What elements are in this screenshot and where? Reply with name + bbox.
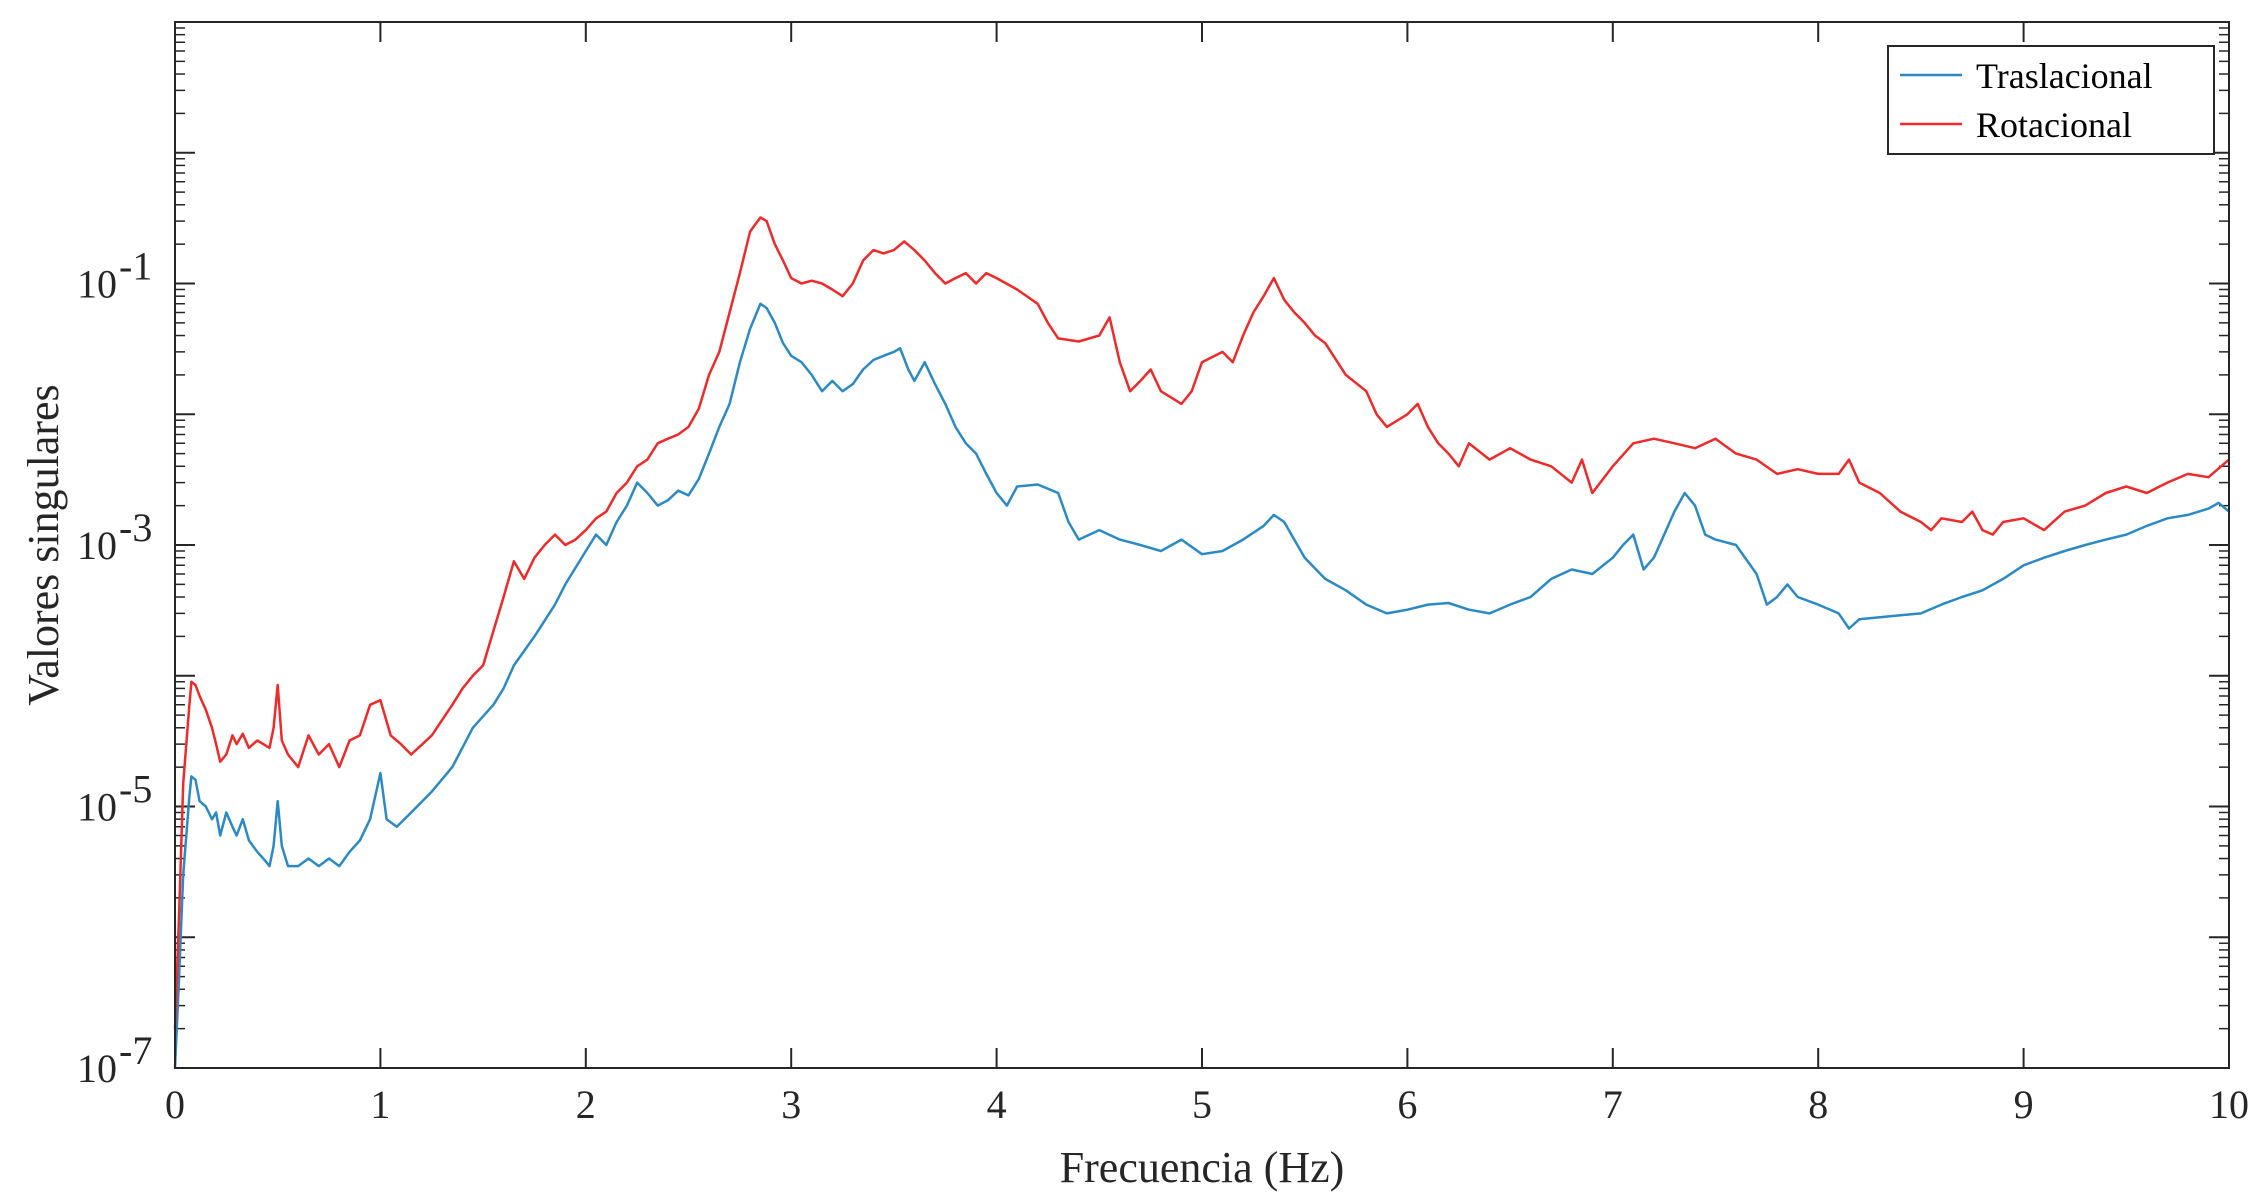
y-tick-labels: 10-710-510-310-1 bbox=[77, 244, 152, 1092]
legend-box bbox=[1887, 45, 2215, 155]
x-tick-label: 3 bbox=[781, 1082, 801, 1127]
x-tick-labels: 0 1 2 3 4 5 6 7 8 9 10 bbox=[165, 1082, 2249, 1127]
x-tick-label: 6 bbox=[1397, 1082, 1417, 1127]
y-tick-label: 10 -5 bbox=[77, 767, 152, 830]
x-tick-label: 4 bbox=[987, 1082, 1007, 1127]
legend: Traslacional Rotacional bbox=[1887, 45, 2215, 155]
x-tick-label: 2 bbox=[576, 1082, 596, 1127]
svg-text:10: 10 bbox=[77, 1046, 117, 1091]
svg-text:10: 10 bbox=[77, 523, 117, 568]
plot-frame bbox=[174, 21, 2230, 1069]
series-line-rotacional bbox=[173, 216, 2230, 1029]
x-tick-label: 1 bbox=[370, 1082, 390, 1127]
x-tick-label: 7 bbox=[1603, 1082, 1623, 1127]
series-lines bbox=[173, 216, 2230, 1069]
legend-entry-rotacional: Rotacional bbox=[1976, 105, 2132, 145]
y-tick-label: 10 -1 bbox=[77, 244, 152, 307]
x-tick-label: 5 bbox=[1192, 1082, 1212, 1127]
svg-text:10: 10 bbox=[77, 785, 117, 830]
svg-text:10: 10 bbox=[77, 262, 117, 307]
svg-text:-3: -3 bbox=[119, 505, 152, 550]
svg-text:-1: -1 bbox=[119, 244, 152, 289]
plot-area bbox=[175, 22, 2229, 1068]
x-tick-label: 8 bbox=[1808, 1082, 1828, 1127]
y-tick-label: 10 -7 bbox=[77, 1028, 152, 1091]
x-tick-label: 9 bbox=[2014, 1082, 2034, 1127]
y-tick-label: 10 -3 bbox=[77, 505, 152, 568]
svg-text:-7: -7 bbox=[119, 1028, 152, 1073]
y-axis-label: Valores singulares bbox=[19, 384, 68, 705]
x-tick-label: 10 bbox=[2209, 1082, 2249, 1127]
series-line-traslacional bbox=[173, 302, 2230, 1069]
x-axis-label: Frecuencia (Hz) bbox=[1060, 1143, 1345, 1192]
svg-text:-5: -5 bbox=[119, 767, 152, 812]
x-tick-label: 0 bbox=[165, 1082, 185, 1127]
legend-entry-traslacional: Traslacional bbox=[1976, 56, 2153, 96]
